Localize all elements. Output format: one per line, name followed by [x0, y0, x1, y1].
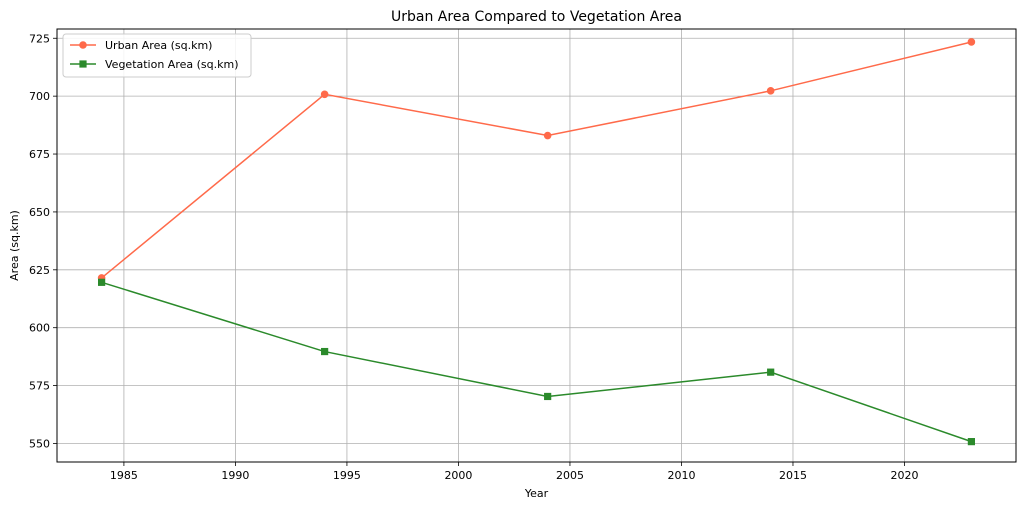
- y-tick-label: 650: [29, 206, 50, 219]
- x-tick-label: 2020: [890, 469, 918, 482]
- data-point: [543, 131, 552, 140]
- legend-label: Vegetation Area (sq.km): [105, 58, 239, 71]
- data-point: [321, 347, 329, 356]
- x-tick-label: 1995: [333, 469, 361, 482]
- x-tick-label: 1990: [221, 469, 249, 482]
- y-tick-label: 725: [29, 32, 50, 45]
- series-group: [97, 38, 976, 446]
- data-point: [766, 87, 775, 95]
- y-tick-label: 575: [29, 380, 50, 393]
- legend-label: Urban Area (sq.km): [105, 39, 212, 52]
- series-line-1: [101, 281, 972, 443]
- plot-frame: [56, 28, 1017, 463]
- data-point: [320, 90, 329, 99]
- ticks: 1985 1990 1995 2000 2005 2010 2015 2020 550 575 60…: [29, 32, 918, 482]
- x-tick-label: 2000: [444, 469, 472, 482]
- y-tick-label: 700: [29, 90, 50, 103]
- data-point: [544, 392, 552, 401]
- x-tick-label: 2015: [779, 469, 807, 482]
- y-tick-label: 625: [29, 264, 50, 277]
- y-tick-label: 675: [29, 148, 50, 161]
- grid: [57, 29, 1016, 462]
- x-tick-label: 2005: [556, 469, 584, 482]
- x-tick-label: 2010: [667, 469, 695, 482]
- legend-box: [62, 33, 252, 78]
- legend-marker: [79, 41, 87, 49]
- data-point: [767, 368, 775, 376]
- legend-marker: [79, 60, 87, 68]
- data-point: [967, 38, 976, 46]
- x-axis-label: Year: [524, 487, 549, 500]
- legend: Urban Area (sq.km) Vegetation Area (sq.km…: [62, 33, 252, 78]
- y-tick-label: 550: [29, 437, 50, 450]
- chart-title: Urban Area Compared to Vegetation Area: [391, 9, 682, 25]
- x-tick-label: 1985: [110, 469, 138, 482]
- y-axis-label: Area (sq.km): [8, 210, 21, 281]
- data-point: [967, 438, 975, 446]
- data-point: [98, 278, 106, 286]
- y-tick-label: 600: [29, 322, 50, 335]
